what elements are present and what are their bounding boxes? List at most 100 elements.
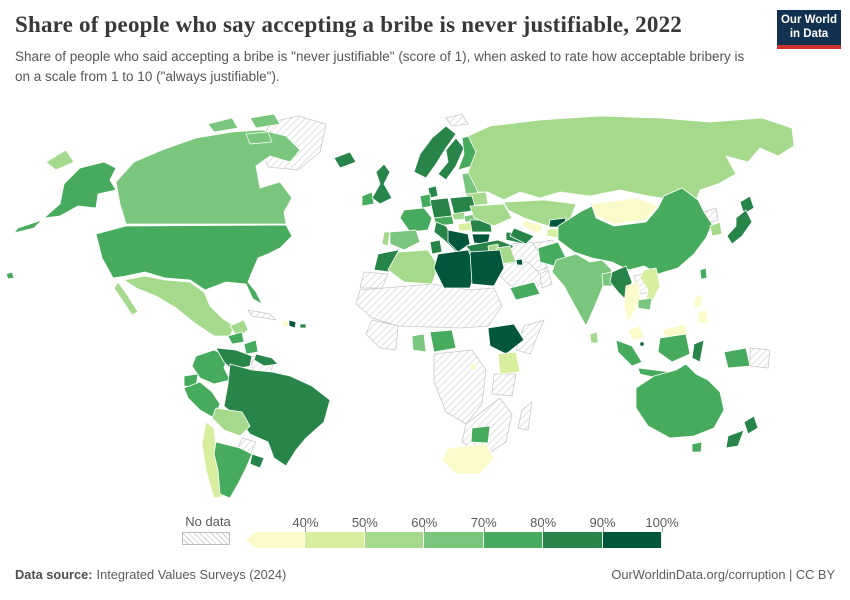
country-germany[interactable]: [429, 197, 453, 219]
country-indonesia-sulawesi[interactable]: [691, 339, 705, 363]
legend-segment[interactable]: [246, 532, 306, 548]
country-mexico-baja[interactable]: [113, 281, 139, 316]
legend-no-data: No data: [182, 514, 234, 545]
country-russia-chukotka[interactable]: [45, 149, 75, 171]
country-mongolia[interactable]: [591, 197, 659, 225]
country-guatemala[interactable]: [227, 331, 245, 345]
country-usa-hawaii[interactable]: [5, 271, 15, 280]
owid-logo[interactable]: Our World in Data: [777, 10, 841, 49]
legend-segment[interactable]: [424, 532, 484, 548]
country-usa-alaska[interactable]: [43, 161, 117, 219]
country-malaysia[interactable]: [627, 325, 645, 341]
country-haiti[interactable]: [281, 319, 290, 328]
country-uzbekistan[interactable]: [521, 219, 545, 235]
country-sweden[interactable]: [437, 137, 465, 181]
country-south-africa[interactable]: [441, 443, 495, 475]
country-venezuela[interactable]: [215, 347, 253, 371]
legend-segment[interactable]: [602, 532, 662, 548]
legend-tick-label: 50%: [351, 515, 378, 530]
country-nigeria[interactable]: [429, 329, 457, 353]
country-australia[interactable]: [635, 363, 725, 439]
country-norway[interactable]: [413, 125, 457, 179]
country-ghana[interactable]: [411, 333, 427, 353]
country-uruguay[interactable]: [249, 453, 265, 469]
country-india[interactable]: [551, 253, 613, 327]
country-turkmenistan[interactable]: [509, 227, 535, 245]
country-indonesia-papua[interactable]: [723, 347, 751, 369]
legend-tick-label: 80%: [530, 515, 557, 530]
country-new-zealand[interactable]: [725, 429, 745, 449]
country-philippines[interactable]: [693, 293, 703, 309]
region-balkans[interactable]: [447, 229, 471, 253]
country-kuwait[interactable]: [515, 258, 524, 266]
country-zimbabwe[interactable]: [470, 425, 491, 444]
country-portugal[interactable]: [381, 231, 391, 247]
region-west-africa[interactable]: [365, 319, 399, 351]
country-cuba[interactable]: [247, 309, 277, 321]
country-thailand[interactable]: [623, 281, 641, 323]
legend-tick-label: 70%: [470, 515, 497, 530]
country-russia[interactable]: [467, 115, 795, 207]
country-canada[interactable]: [115, 129, 301, 225]
country-ukraine[interactable]: [469, 203, 513, 227]
country-papua-new-guinea[interactable]: [749, 347, 771, 369]
country-china[interactable]: [557, 187, 713, 275]
no-data-swatch[interactable]: [182, 532, 230, 545]
country-south-korea[interactable]: [709, 221, 723, 237]
country-canada-arctic-islands[interactable]: [245, 131, 273, 145]
country-new-zealand[interactable]: [743, 415, 759, 435]
legend-tick-label: 40%: [292, 515, 319, 530]
country-united-kingdom[interactable]: [371, 163, 393, 205]
legend-tick: [305, 527, 307, 532]
country-oman[interactable]: [539, 269, 553, 289]
attribution[interactable]: OurWorldinData.org/corruption | CC BY: [611, 567, 835, 582]
country-rwanda[interactable]: [469, 363, 477, 371]
legend-bar: 40% 50% 60% 70% 80% 90% 100%: [246, 515, 679, 548]
country-algeria[interactable]: [387, 249, 439, 285]
country-indonesia-sumatra[interactable]: [615, 339, 643, 367]
legend-segment[interactable]: [364, 532, 425, 548]
country-panama-costa-rica[interactable]: [253, 353, 279, 367]
country-bolivia[interactable]: [211, 407, 251, 437]
world-map-container: [0, 112, 850, 502]
country-france[interactable]: [399, 207, 433, 233]
owid-logo-line2: in Data: [789, 27, 829, 40]
country-cambodia[interactable]: [637, 297, 653, 311]
country-yemen[interactable]: [509, 281, 541, 301]
country-sri-lanka[interactable]: [589, 331, 599, 344]
country-canada-arctic-islands[interactable]: [249, 113, 281, 129]
legend-segment[interactable]: [543, 532, 603, 548]
country-ethiopia[interactable]: [487, 323, 525, 355]
country-tunisia[interactable]: [429, 239, 443, 255]
country-usa[interactable]: [95, 224, 293, 305]
data-source-value: Integrated Values Surveys (2024): [96, 567, 287, 582]
country-argentina[interactable]: [213, 441, 253, 499]
country-dominican-republic[interactable]: [288, 319, 297, 329]
country-canada-arctic-islands[interactable]: [207, 117, 239, 133]
country-nicaragua[interactable]: [243, 339, 259, 355]
country-svalbard[interactable]: [445, 113, 469, 127]
chart-header: Share of people who say accepting a brib…: [15, 12, 755, 86]
country-australia-tasmania[interactable]: [691, 441, 703, 453]
country-kenya[interactable]: [497, 351, 521, 375]
country-japan[interactable]: [739, 195, 755, 215]
country-ireland[interactable]: [361, 191, 375, 207]
legend-segment[interactable]: [305, 532, 365, 548]
region-central-africa[interactable]: [433, 349, 487, 425]
country-usa-aleutians[interactable]: [13, 219, 43, 234]
country-egypt[interactable]: [469, 249, 505, 287]
country-tanzania[interactable]: [491, 373, 517, 397]
legend-tick-label: 100%: [645, 515, 679, 530]
country-singapore[interactable]: [639, 341, 645, 347]
country-western-sahara[interactable]: [359, 271, 389, 289]
country-japan[interactable]: [726, 209, 753, 245]
country-indonesia-borneo[interactable]: [657, 333, 691, 363]
legend-segment[interactable]: [483, 532, 544, 548]
country-puerto-rico[interactable]: [299, 323, 307, 329]
country-madagascar[interactable]: [517, 401, 533, 431]
country-taiwan[interactable]: [699, 267, 708, 280]
country-libya[interactable]: [433, 249, 477, 289]
country-philippines[interactable]: [697, 309, 709, 325]
country-spain[interactable]: [389, 229, 421, 251]
country-iceland[interactable]: [333, 151, 357, 169]
